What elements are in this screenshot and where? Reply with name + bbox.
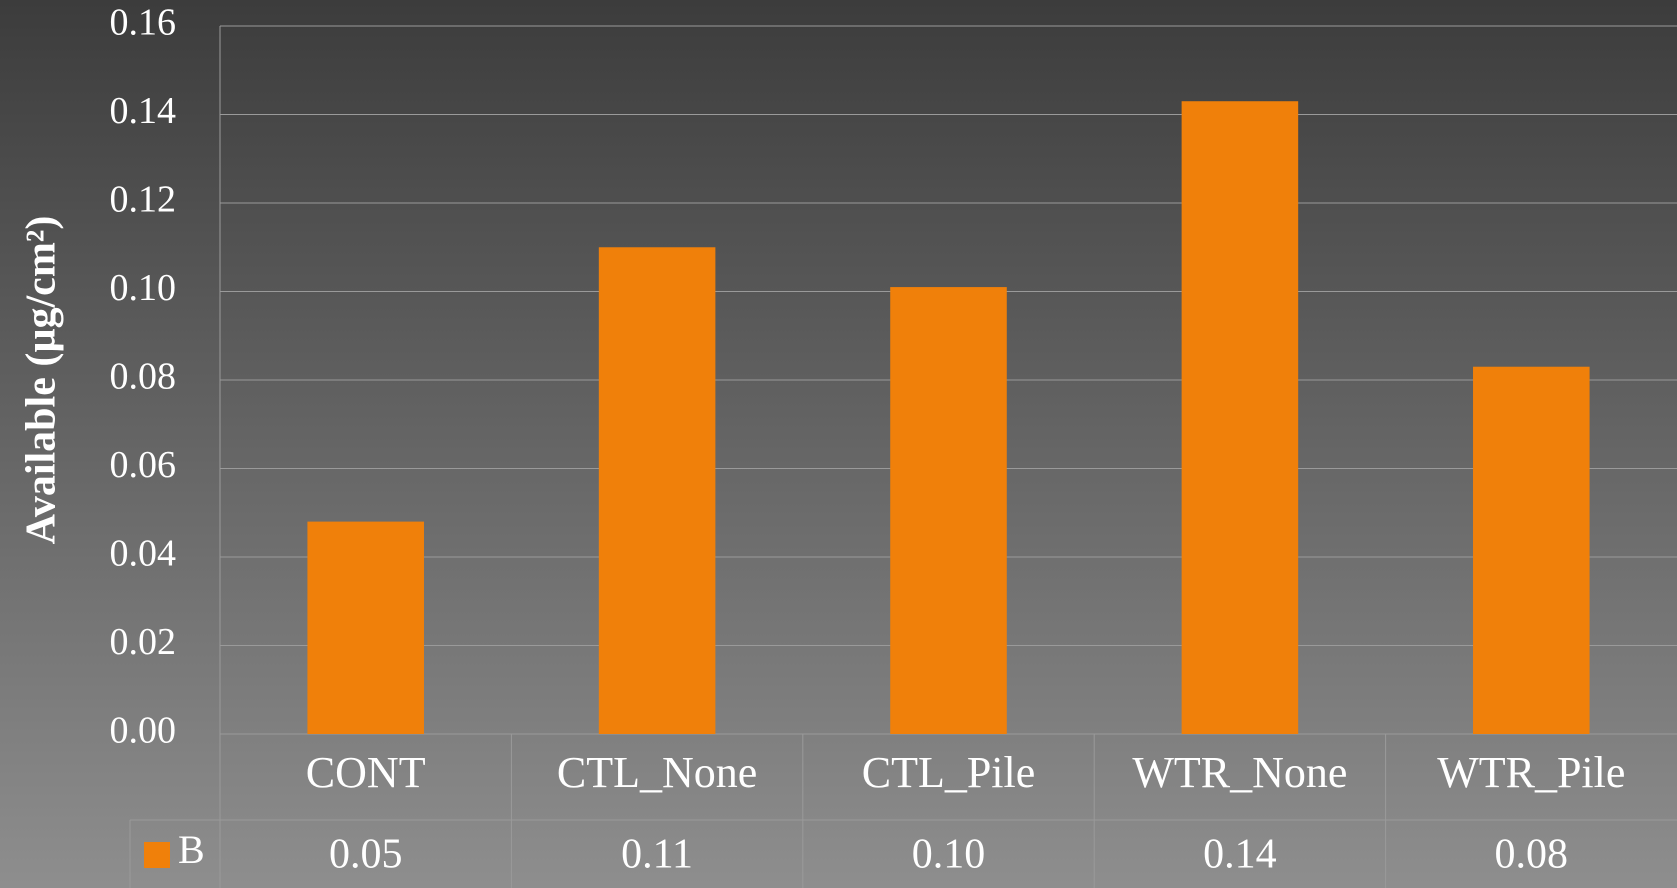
y-tick-label: 0.14 — [110, 90, 177, 132]
y-tick-label: 0.04 — [110, 533, 177, 575]
table-value: 0.05 — [329, 832, 403, 878]
x-tick-label: WTR_None — [1132, 748, 1347, 797]
y-tick-label: 0.06 — [110, 444, 177, 486]
y-tick-label: 0.16 — [110, 2, 177, 44]
x-tick-label: CTL_None — [557, 748, 757, 797]
legend-label: B — [178, 827, 205, 872]
table-value: 0.10 — [912, 832, 986, 878]
bar — [1473, 366, 1590, 734]
table-value: 0.14 — [1203, 832, 1277, 878]
bar — [307, 521, 424, 734]
y-axis-label: Available (µg/cm²) — [19, 216, 65, 545]
y-tick-label: 0.12 — [110, 179, 177, 221]
bar — [890, 287, 1007, 734]
x-tick-label: CONT — [306, 748, 426, 797]
y-tick-label: 0.08 — [110, 356, 177, 398]
y-tick-label: 0.10 — [110, 267, 177, 309]
y-tick-label: 0.02 — [110, 621, 177, 663]
x-tick-label: CTL_Pile — [862, 748, 1036, 797]
legend-swatch — [144, 842, 170, 868]
bar — [1181, 101, 1299, 735]
table-value: 0.11 — [621, 832, 693, 878]
bar — [598, 247, 716, 734]
y-tick-label: 0.00 — [110, 710, 177, 752]
x-tick-label: WTR_Pile — [1437, 748, 1625, 797]
table-value: 0.08 — [1495, 832, 1569, 878]
